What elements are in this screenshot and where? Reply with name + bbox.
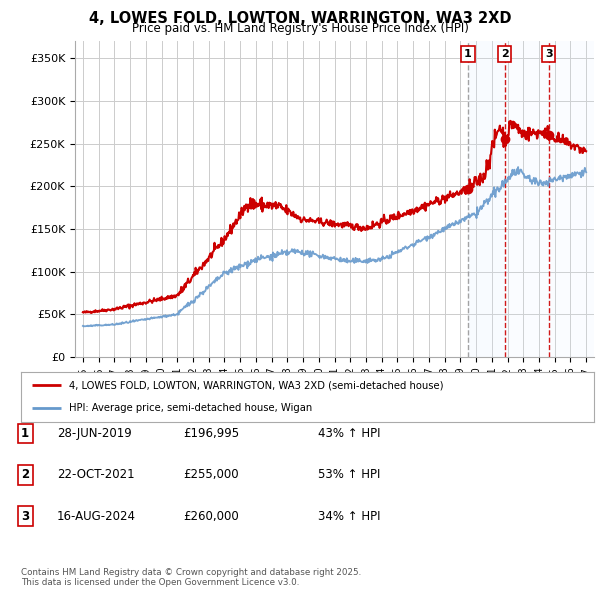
Text: 53% ↑ HPI: 53% ↑ HPI [318,468,380,481]
Text: 16-AUG-2024: 16-AUG-2024 [57,510,136,523]
Text: 2: 2 [500,49,508,59]
Bar [468,41,505,357]
Text: 3: 3 [21,510,29,523]
Text: HPI: Average price, semi-detached house, Wigan: HPI: Average price, semi-detached house,… [68,404,312,414]
Text: 34% ↑ HPI: 34% ↑ HPI [318,510,380,523]
Bar [505,41,594,357]
Text: 4, LOWES FOLD, LOWTON, WARRINGTON, WA3 2XD: 4, LOWES FOLD, LOWTON, WARRINGTON, WA3 2… [89,11,511,25]
Text: £196,995: £196,995 [183,427,239,440]
Text: 43% ↑ HPI: 43% ↑ HPI [318,427,380,440]
Text: 22-OCT-2021: 22-OCT-2021 [57,468,134,481]
Text: 2: 2 [21,468,29,481]
Bar [549,41,594,357]
Text: 4, LOWES FOLD, LOWTON, WARRINGTON, WA3 2XD (semi-detached house): 4, LOWES FOLD, LOWTON, WARRINGTON, WA3 2… [68,380,443,390]
Text: Contains HM Land Registry data © Crown copyright and database right 2025.
This d: Contains HM Land Registry data © Crown c… [21,568,361,587]
Text: £260,000: £260,000 [183,510,239,523]
Text: 1: 1 [464,49,472,59]
Text: 1: 1 [21,427,29,440]
Text: 3: 3 [545,49,553,59]
Text: Price paid vs. HM Land Registry's House Price Index (HPI): Price paid vs. HM Land Registry's House … [131,22,469,35]
Text: £255,000: £255,000 [183,468,239,481]
Text: 28-JUN-2019: 28-JUN-2019 [57,427,132,440]
